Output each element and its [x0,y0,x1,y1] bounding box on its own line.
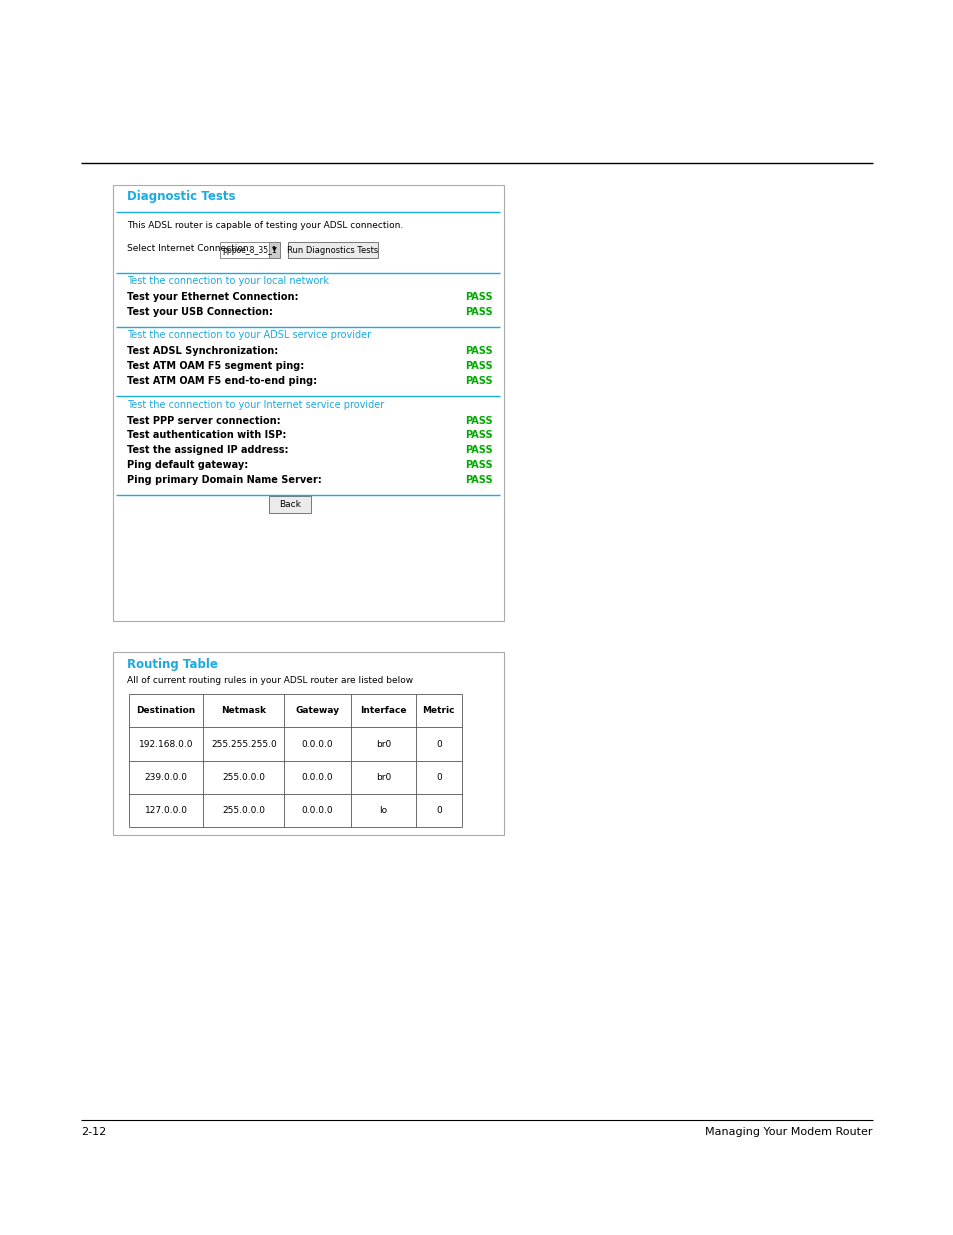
Text: Test the connection to your ADSL service provider: Test the connection to your ADSL service… [127,331,371,341]
Text: 0: 0 [436,740,441,748]
Text: Test ATM OAM F5 segment ping:: Test ATM OAM F5 segment ping: [127,362,304,372]
Text: Test ADSL Synchronization:: Test ADSL Synchronization: [127,347,278,357]
Bar [269,242,280,258]
Text: PASS: PASS [464,461,492,471]
Text: PASS: PASS [464,446,492,456]
Text: PASS: PASS [464,293,492,303]
Bar [112,652,503,835]
Text: Managing Your Modem Router: Managing Your Modem Router [704,1128,872,1137]
Text: ▼: ▼ [273,247,276,253]
Text: Routing Table: Routing Table [127,658,217,671]
Text: 127.0.0.0: 127.0.0.0 [144,806,188,815]
Text: Ping default gateway:: Ping default gateway: [127,461,248,471]
Text: Destination: Destination [136,706,195,715]
Text: Test the assigned IP address:: Test the assigned IP address: [127,446,288,456]
Text: Metric: Metric [422,706,455,715]
Text: Select Internet Connection:: Select Internet Connection: [127,243,252,253]
Text: br0: br0 [375,773,391,782]
Bar [220,242,280,258]
Text: This ADSL router is capable of testing your ADSL connection.: This ADSL router is capable of testing y… [127,221,403,231]
Bar [112,185,503,621]
Text: 255.0.0.0: 255.0.0.0 [222,773,265,782]
Text: 0: 0 [436,806,441,815]
Text: 192.168.0.0: 192.168.0.0 [138,740,193,748]
Text: Test the connection to your Internet service provider: Test the connection to your Internet ser… [127,400,384,410]
Bar [269,496,311,513]
Text: lo: lo [379,806,387,815]
Text: Test authentication with ISP:: Test authentication with ISP: [127,431,286,441]
Text: Gateway: Gateway [295,706,339,715]
Text: Test your Ethernet Connection:: Test your Ethernet Connection: [127,293,298,303]
Text: PASS: PASS [464,362,492,372]
Text: 0: 0 [436,773,441,782]
Text: pppoe_8_35_1: pppoe_8_35_1 [222,246,276,254]
Text: Ping primary Domain Name Server:: Ping primary Domain Name Server: [127,475,321,485]
Text: PASS: PASS [464,475,492,485]
Text: Back: Back [279,500,300,509]
Text: 0.0.0.0: 0.0.0.0 [301,773,334,782]
Text: PASS: PASS [464,347,492,357]
Text: PASS: PASS [464,431,492,441]
Text: Netmask: Netmask [221,706,266,715]
Text: 255.255.255.0: 255.255.255.0 [211,740,276,748]
Text: Interface: Interface [360,706,406,715]
Text: PASS: PASS [464,377,492,387]
Text: 239.0.0.0: 239.0.0.0 [144,773,188,782]
Text: br0: br0 [375,740,391,748]
Text: Run Diagnostics Tests: Run Diagnostics Tests [287,246,378,254]
Bar [288,242,377,258]
Text: All of current routing rules in your ADSL router are listed below: All of current routing rules in your ADS… [127,676,413,685]
Text: Test PPP server connection:: Test PPP server connection: [127,416,280,426]
Text: 255.0.0.0: 255.0.0.0 [222,806,265,815]
Text: Test ATM OAM F5 end-to-end ping:: Test ATM OAM F5 end-to-end ping: [127,377,316,387]
Text: 2-12: 2-12 [81,1128,106,1137]
Text: PASS: PASS [464,308,492,317]
Text: Test your USB Connection:: Test your USB Connection: [127,308,273,317]
Text: PASS: PASS [464,416,492,426]
Text: 0.0.0.0: 0.0.0.0 [301,806,334,815]
Text: 0.0.0.0: 0.0.0.0 [301,740,334,748]
Text: Test the connection to your local network: Test the connection to your local networ… [127,277,329,287]
Text: Diagnostic Tests: Diagnostic Tests [127,190,235,203]
